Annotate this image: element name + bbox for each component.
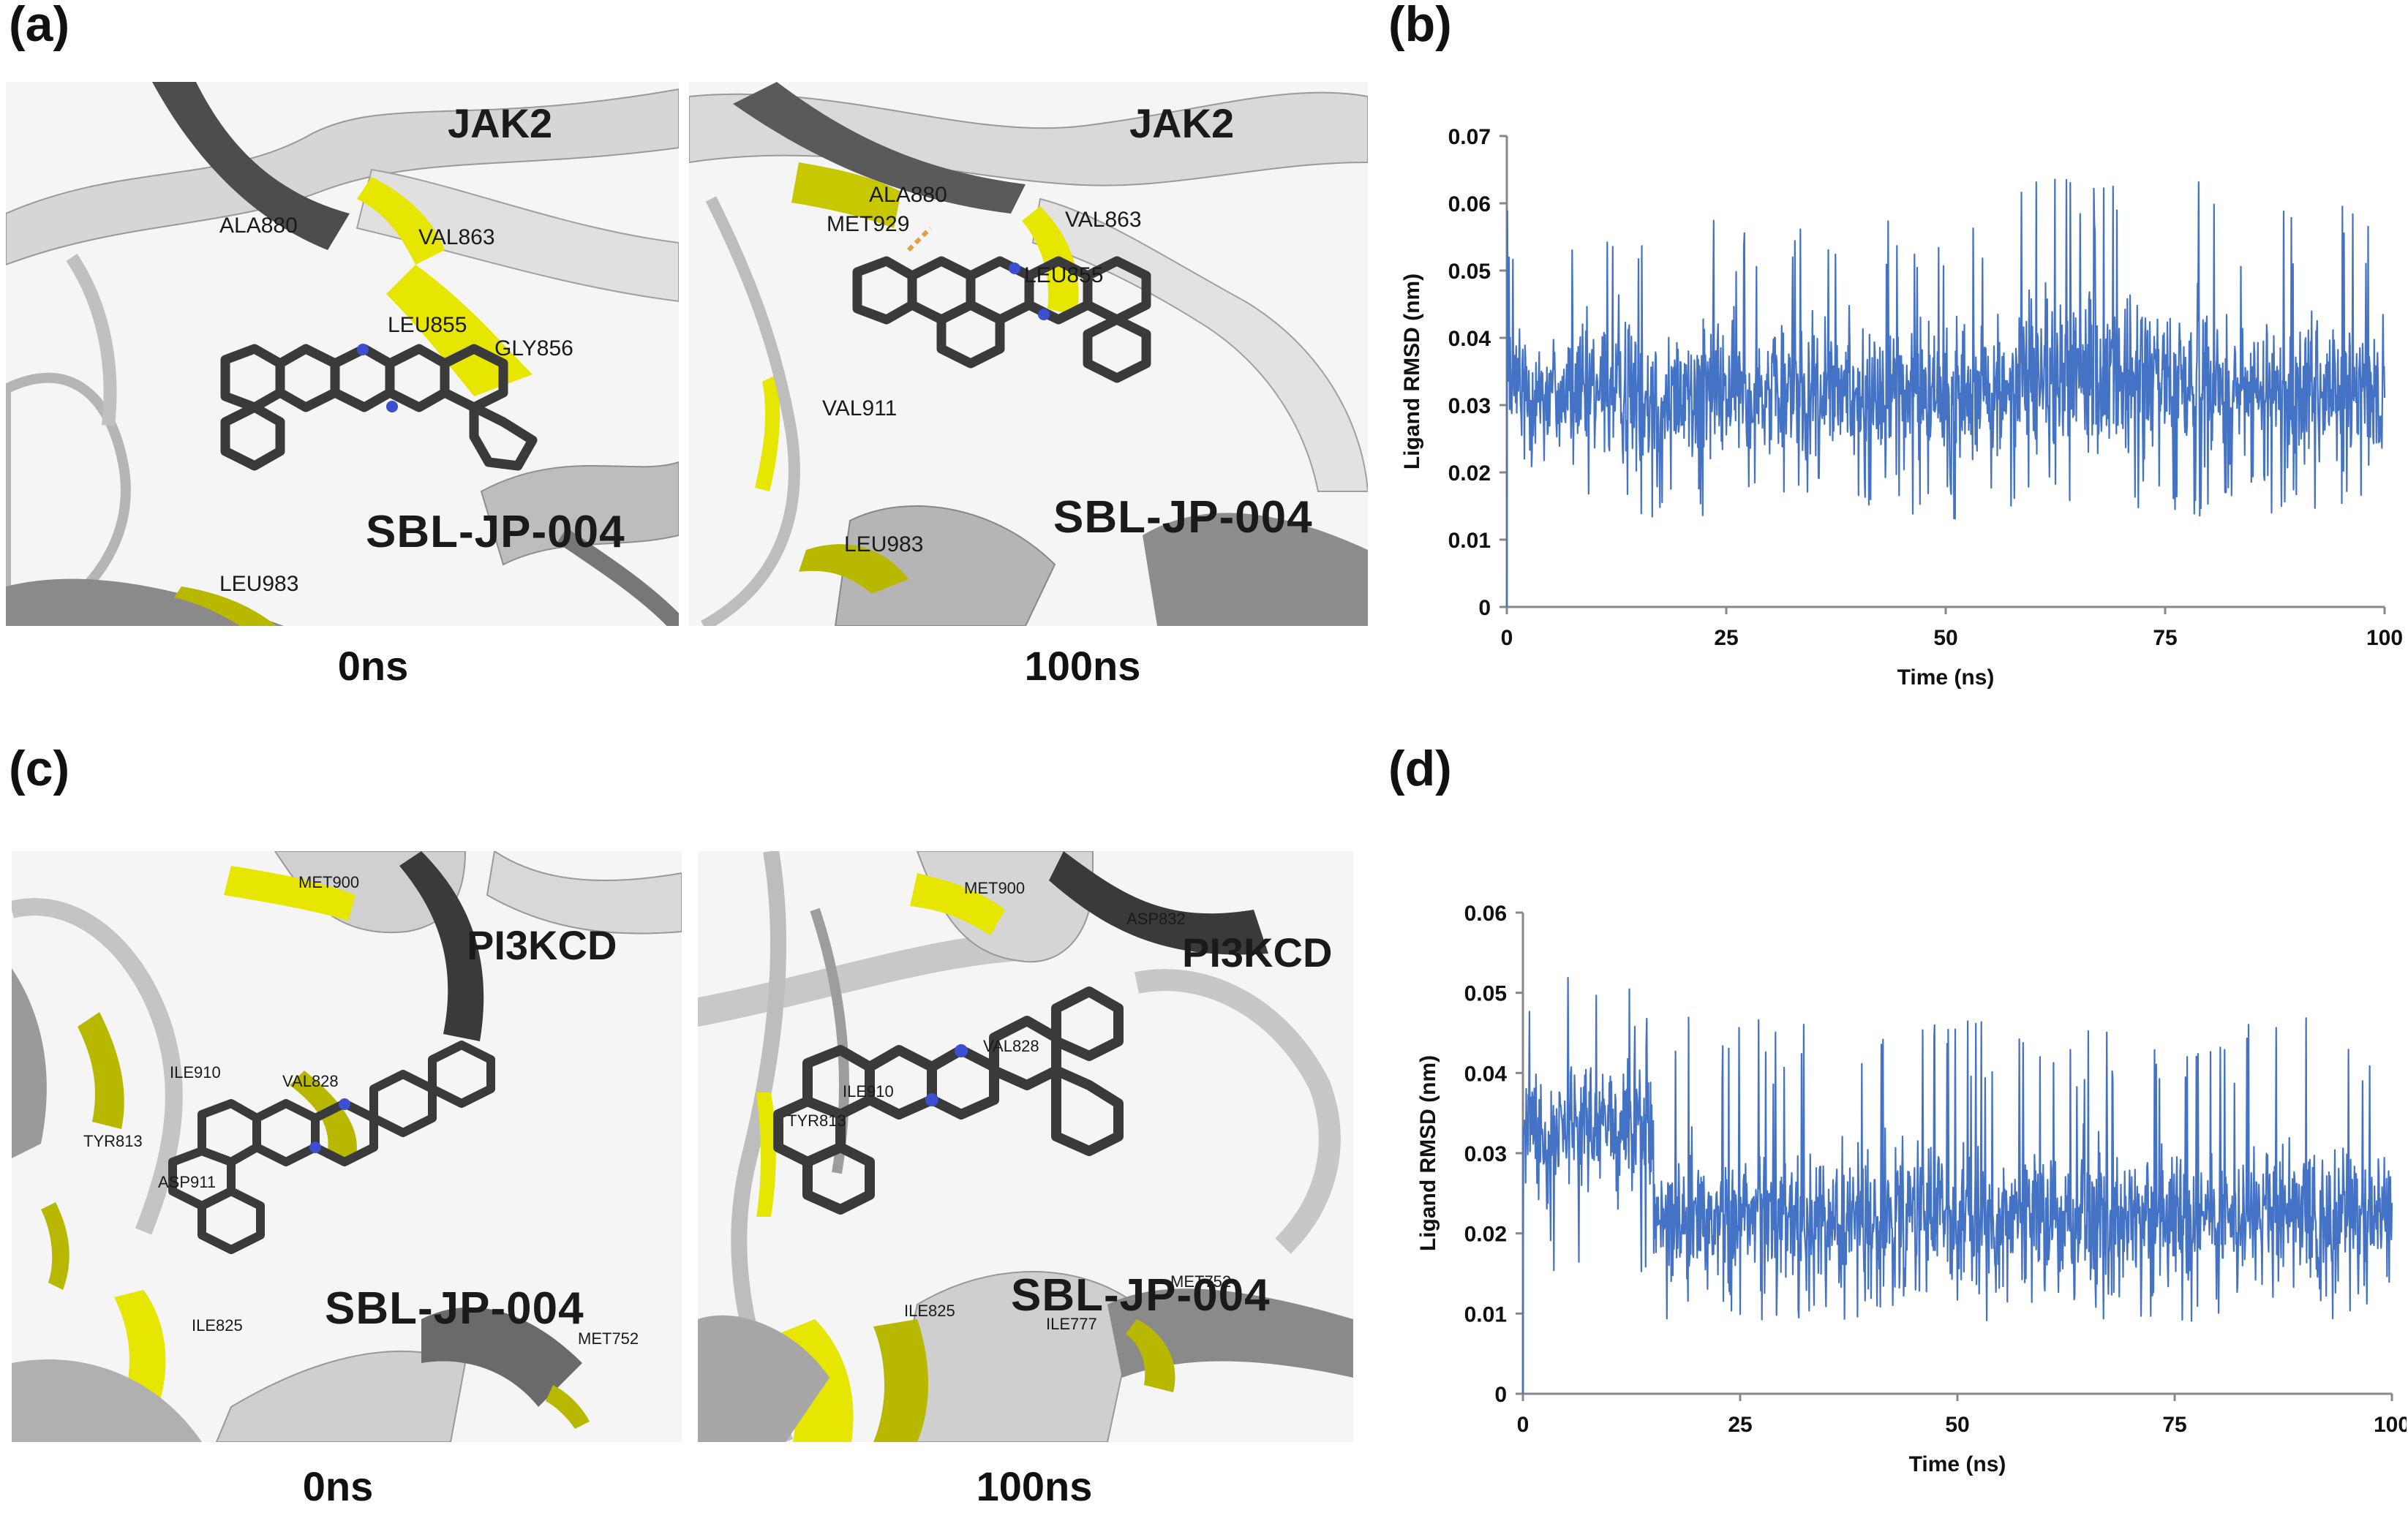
y-tick-label: 0.07 xyxy=(1448,125,1491,149)
x-tick-label: 100 xyxy=(2366,626,2403,650)
y-tick-label: 0.04 xyxy=(1464,1062,1508,1086)
residue-label: ASP832 xyxy=(1126,910,1186,929)
y-tick-label: 0 xyxy=(1478,596,1491,620)
jak2-100ns-render xyxy=(689,82,1368,626)
residue-label: LEU855 xyxy=(388,313,467,338)
residue-label: VAL911 xyxy=(822,396,897,421)
chart-b: 0 0.01 0.02 0.03 0.04 0.05 0.06 0.07 0 25 50 75 100 T… xyxy=(1368,110,2407,709)
panel-label-b: (b) xyxy=(1388,0,1452,53)
residue-label: GLY856 xyxy=(494,336,573,361)
x-tick-label: 25 xyxy=(1728,1413,1752,1437)
rmsd-chart-jak2: 0 0.01 0.02 0.03 0.04 0.05 0.06 0.07 0 25 50 75 100 T… xyxy=(1368,110,2407,709)
residue-label: VAL863 xyxy=(1065,208,1142,233)
y-tick-label: 0.03 xyxy=(1448,394,1491,418)
rmsd-chart-pi3kcd: 0 0.01 0.02 0.03 0.04 0.05 0.06 0 25 50 75 100 Time … xyxy=(1368,878,2407,1492)
protein-name: JAK2 xyxy=(1129,99,1234,147)
x-axis-title: Time (ns) xyxy=(1909,1452,2006,1476)
x-tick-label: 100 xyxy=(2374,1413,2407,1437)
residue-label: TYR813 xyxy=(787,1112,846,1131)
panel-label-d: (d) xyxy=(1388,740,1452,797)
y-tick-label: 0.05 xyxy=(1448,260,1491,284)
ligand-name: SBL-JP-004 xyxy=(1053,491,1313,543)
series-line xyxy=(1523,978,2392,1394)
residue-label: LEU855 xyxy=(1024,263,1103,288)
ligand-name: SBL-JP-004 xyxy=(325,1283,584,1335)
y-tick-label: 0 xyxy=(1494,1383,1507,1407)
time-caption: 0ns xyxy=(228,1462,448,1510)
residue-label: ALA880 xyxy=(869,183,947,208)
y-tick-label: 0.06 xyxy=(1448,192,1491,216)
protein-name: PI3KCD xyxy=(467,921,617,969)
y-axis-title: Ligand RMSD (nm) xyxy=(1400,273,1424,469)
y-tick-label: 0.01 xyxy=(1464,1302,1507,1326)
panel-label-c: (c) xyxy=(9,740,69,797)
residue-label: MET752 xyxy=(578,1329,639,1348)
chart-d: 0 0.01 0.02 0.03 0.04 0.05 0.06 0 25 50 75 100 Time … xyxy=(1368,878,2407,1492)
residue-label: VAL863 xyxy=(418,225,495,250)
x-tick-label: 50 xyxy=(1945,1413,1969,1437)
residue-label: ILE825 xyxy=(904,1302,955,1321)
x-tick-label: 0 xyxy=(1517,1413,1530,1437)
protein-ribbon-illustration xyxy=(689,82,1368,626)
x-tick-label: 75 xyxy=(2162,1413,2186,1437)
residue-label: VAL828 xyxy=(983,1037,1039,1056)
residue-label: ILE825 xyxy=(192,1316,243,1335)
y-tick-label: 0.04 xyxy=(1448,327,1491,351)
protein-name: PI3KCD xyxy=(1182,929,1332,976)
y-axis-title: Ligand RMSD (nm) xyxy=(1416,1055,1440,1251)
x-axis-title: Time (ns) xyxy=(1897,665,1995,690)
series-line xyxy=(1507,180,2385,608)
time-caption: 100ns xyxy=(973,642,1192,690)
protein-name: JAK2 xyxy=(448,99,552,147)
residue-label: MET929 xyxy=(827,212,909,237)
x-tick-label: 75 xyxy=(2153,626,2177,650)
y-tick-label: 0.02 xyxy=(1464,1223,1507,1247)
residue-label: MET900 xyxy=(298,873,359,892)
time-caption: 100ns xyxy=(925,1462,1144,1510)
y-tick-label: 0.01 xyxy=(1448,529,1491,553)
residue-label: LEU983 xyxy=(219,572,298,597)
y-tick-label: 0.05 xyxy=(1464,982,1507,1006)
time-caption: 0ns xyxy=(263,642,483,690)
residue-label: TYR813 xyxy=(83,1132,143,1151)
x-tick-label: 25 xyxy=(1714,626,1738,650)
ligand-name: SBL-JP-004 xyxy=(1011,1269,1271,1321)
residue-label: ILE910 xyxy=(843,1082,894,1101)
y-tick-label: 0.02 xyxy=(1448,461,1491,486)
y-tick-label: 0.03 xyxy=(1464,1142,1507,1166)
ligand-name: SBL-JP-004 xyxy=(366,506,625,558)
residue-label: VAL828 xyxy=(282,1072,339,1091)
panel-label-a: (a) xyxy=(9,0,69,53)
x-tick-label: 50 xyxy=(1933,626,1957,650)
residue-label: MET900 xyxy=(964,879,1025,898)
x-tick-label: 0 xyxy=(1501,626,1513,650)
residue-label: ALA880 xyxy=(219,214,298,238)
residue-label: ASP911 xyxy=(158,1173,216,1192)
y-tick-label: 0.06 xyxy=(1464,902,1507,926)
residue-label: LEU983 xyxy=(844,532,923,557)
residue-label: ILE910 xyxy=(170,1063,221,1082)
